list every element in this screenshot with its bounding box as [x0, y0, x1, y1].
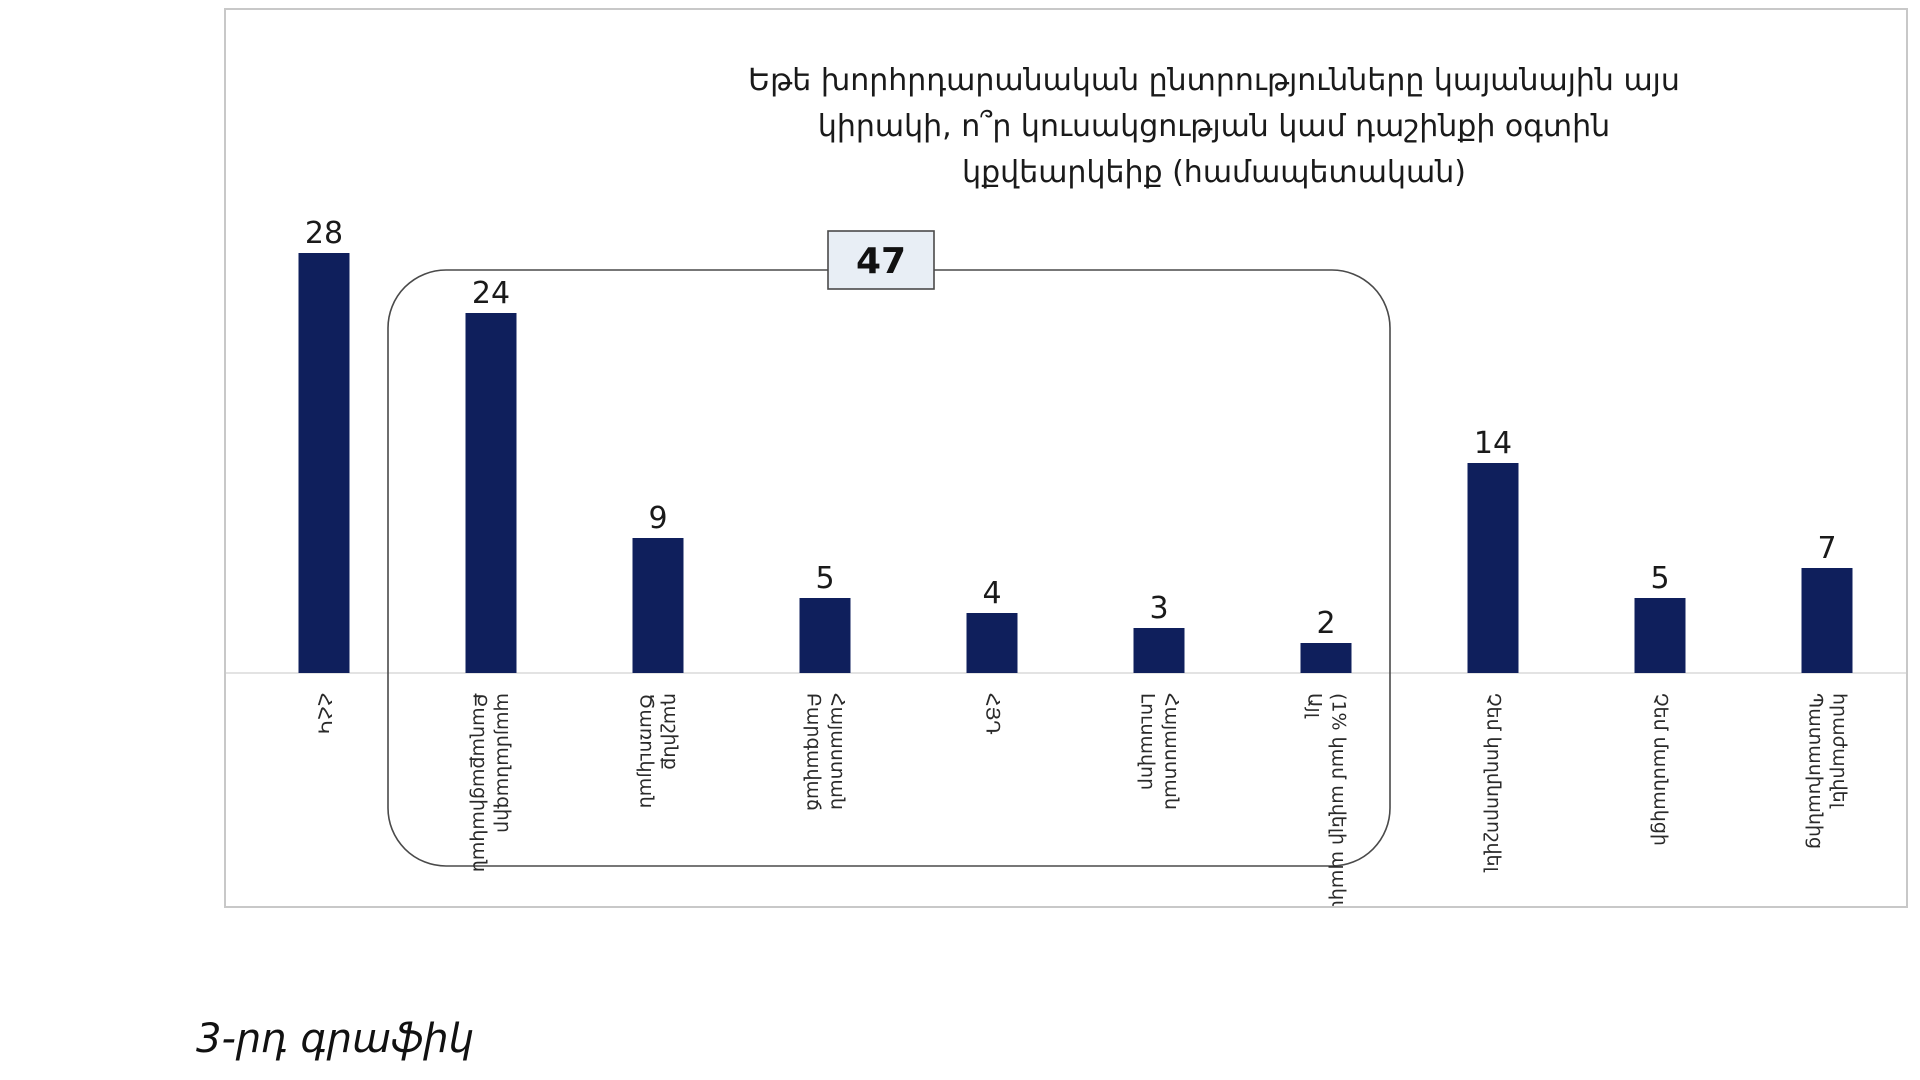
bars [298, 253, 1853, 673]
category-label-6-line-2: Հայաստան [1161, 693, 1183, 810]
bar-9 [1634, 598, 1686, 673]
category-label-9: Չեմ մասնակցի [1650, 693, 1672, 846]
chart-title-line-3: կքվեարկեիք (համապետական) [962, 155, 1466, 190]
bar-4 [799, 598, 851, 673]
value-label-7: 2 [1316, 606, 1335, 641]
value-labels: 28 24 9 5 4 3 2 14 5 7 [305, 216, 1837, 641]
value-label-2: 24 [472, 276, 510, 311]
category-label-4-line-2: Հայաստան [827, 693, 849, 810]
value-label-9: 5 [1650, 561, 1669, 596]
category-label-10-line-1: Պատասխանից [1805, 693, 1827, 849]
figure-caption: 3-րդ գրաֆիկ [196, 1016, 475, 1062]
group-total-label: 47 [856, 241, 906, 282]
category-label-6-line-1: Լուսավոր [1137, 693, 1159, 790]
bar-10 [1801, 568, 1853, 673]
category-label-10-line-2: հրաժարվել [1829, 693, 1851, 809]
category-label-4-line-1: Բարգավաճ [803, 693, 825, 811]
chart-frame: Եթե խորհրդարանական ընտրությունները կայան… [224, 8, 1908, 908]
value-label-6: 3 [1149, 591, 1168, 626]
bar-6 [1133, 628, 1185, 673]
value-label-1: 28 [305, 216, 343, 251]
category-label-2-line-1: Քաղաքացիական [469, 693, 491, 872]
value-label-8: 14 [1474, 426, 1512, 461]
chart-title-line-2: կիրակի, ո՞ր կուսակցության կամ դաշինքի օգ… [818, 109, 1610, 144]
group-total-background [827, 230, 935, 290]
bar-5 [966, 613, 1018, 673]
category-label-3-line-2: դաշինք [660, 693, 682, 770]
category-label-5: ՀՅԴ [982, 693, 1004, 735]
group-total-box: 47 [827, 230, 935, 290]
bar-1 [298, 253, 350, 673]
category-label-2-line-2: պայմանագիր [493, 693, 515, 833]
category-label-3-line-1: Ծառուկյան [636, 693, 658, 808]
category-label-7-line-1: Այլ [1304, 693, 1326, 719]
category-label-7-line-2: (1% կամ ավելի պակաս) [1328, 693, 1350, 906]
bar-3 [632, 538, 684, 673]
value-label-10: 7 [1817, 531, 1836, 566]
group-bracket [387, 269, 1391, 867]
value-label-3: 9 [648, 501, 667, 536]
bar-chart: Եթե խորհրդարանական ընտրությունները կայան… [226, 63, 1906, 906]
bar-2 [465, 313, 517, 673]
chart-title-line-1: Եթե խորհրդարանական ընտրությունները կայան… [748, 63, 1680, 98]
bar-8 [1467, 463, 1519, 673]
bar-7 [1300, 643, 1352, 673]
value-label-4: 5 [815, 561, 834, 596]
category-label-8: Չեմ կողմնորոշվել [1483, 693, 1505, 873]
value-label-5: 4 [982, 576, 1001, 611]
category-label-1: ՀՀԿ [314, 693, 336, 734]
category-labels: ՀՀԿ Քաղաքացիական պայմանագիր Ծառուկյան դաշինք… [314, 693, 1851, 906]
